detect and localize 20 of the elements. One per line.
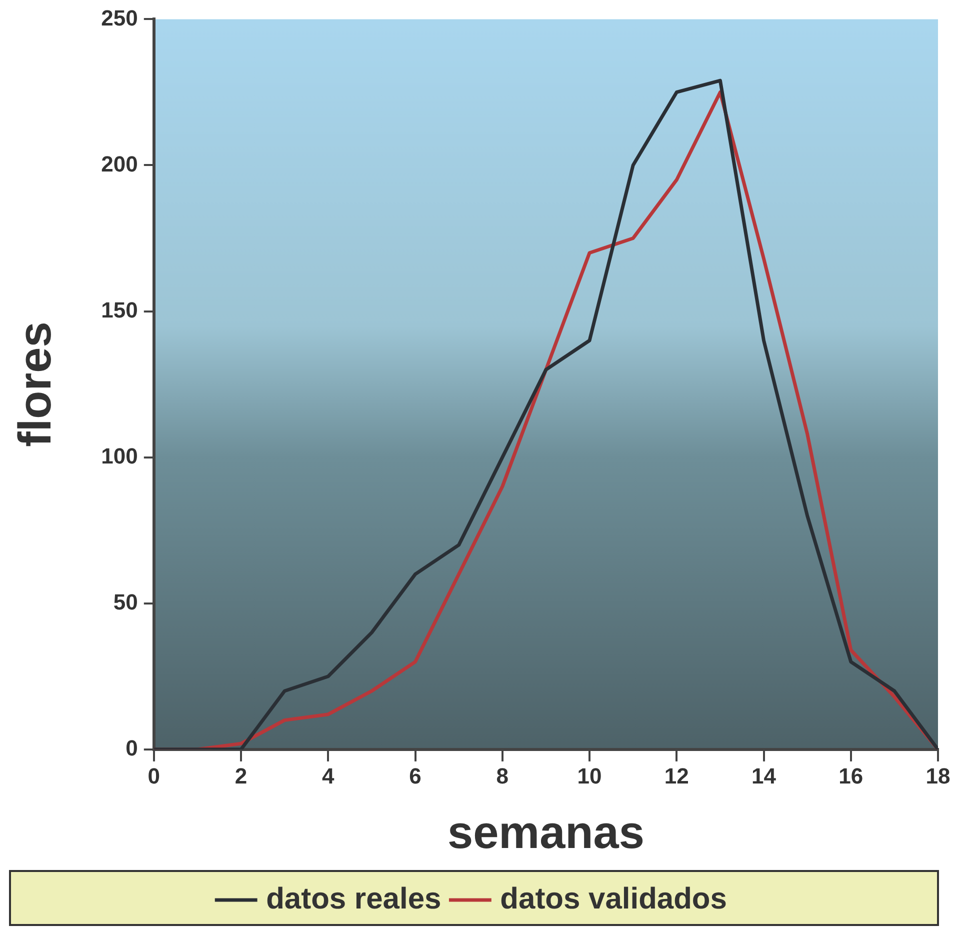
- x-tick-label: 16: [838, 764, 864, 789]
- x-axis-title: semanas: [447, 806, 644, 858]
- x-tick-label: 18: [926, 764, 950, 789]
- y-tick-label: 250: [101, 5, 138, 30]
- x-tick-label: 14: [752, 764, 777, 789]
- y-tick-label: 100: [101, 443, 138, 468]
- legend-label: datos reales: [266, 882, 442, 916]
- x-tick-label: 4: [322, 764, 336, 789]
- y-tick-label: 50: [113, 589, 138, 614]
- x-tick-label: 6: [409, 764, 422, 789]
- y-tick-label: 200: [101, 151, 138, 176]
- x-tick-label: 2: [234, 764, 248, 789]
- x-tick-label: 8: [496, 764, 509, 789]
- y-tick-label: 150: [101, 297, 138, 322]
- x-tick-label: 0: [148, 764, 160, 789]
- y-tick-label: 0: [126, 735, 138, 760]
- legend-label: datos validados: [500, 882, 727, 916]
- y-axis-title: flores: [8, 322, 60, 447]
- x-tick-label: 10: [577, 764, 602, 789]
- x-tick-label: 12: [664, 764, 689, 789]
